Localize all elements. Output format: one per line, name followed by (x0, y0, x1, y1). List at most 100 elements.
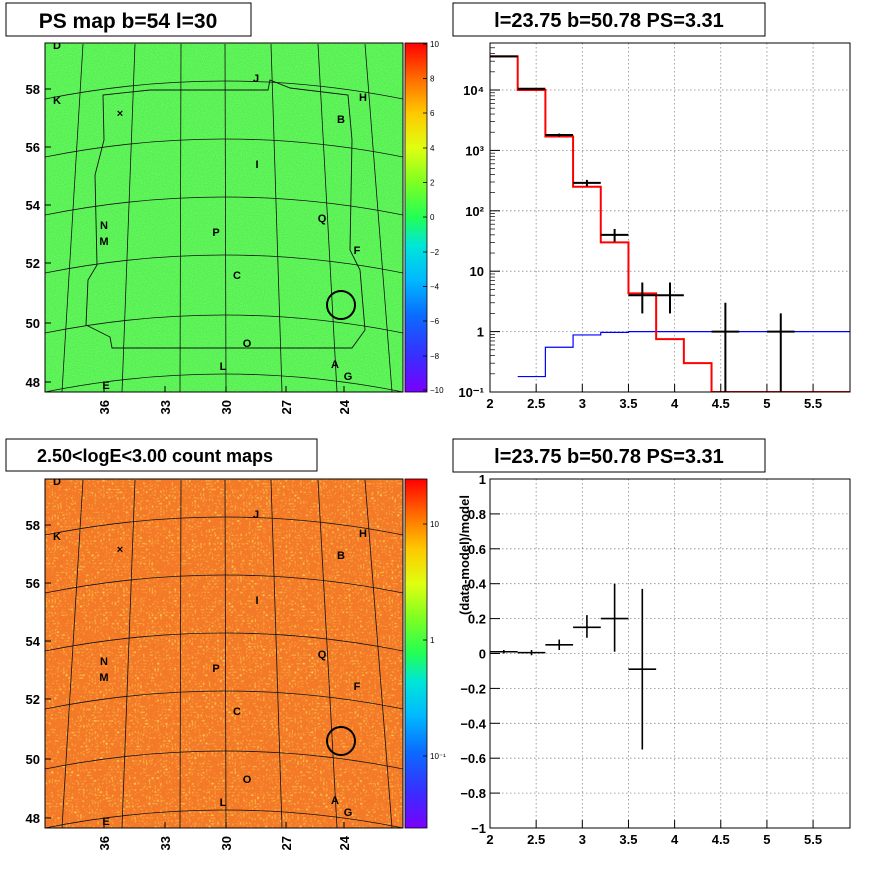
residual-y-tick-label: −0.8 (460, 786, 486, 801)
ps-map-overlay: D J K H B I Q NM P F C O L AG E × (45, 43, 403, 392)
ps-map-y-tick-label: 52 (26, 256, 40, 271)
spectrum-title-box (452, 2, 766, 37)
ps-map-x-tick-label: 33 (158, 400, 173, 414)
ps-map-colorbar-tick-label: −2 (430, 248, 440, 257)
count-map-marker-label: K (53, 531, 61, 543)
spectrum-title: l=23.75 b=50.78 PS=3.31 (494, 10, 724, 32)
count-map-x-tick-label: 30 (219, 836, 234, 850)
ps-map-colorbar-tick-label: −10 (430, 386, 444, 395)
ps-map-x-tick-label: 36 (97, 400, 112, 414)
count-map-marker-label: C (233, 706, 241, 718)
spectrum-data-point (628, 282, 657, 314)
ps-map-marker-label: K (53, 95, 61, 107)
spectrum-data-points (490, 55, 795, 392)
ps-map-x-ticks: 36 33 30 27 24 (97, 386, 352, 414)
spectrum-x-tick-label: 3 (579, 396, 586, 411)
residual-x-ticks: 2 2.5 3 3.5 4 4.5 5 5.5 (486, 820, 822, 847)
ps-map-x-tick-label: 24 (337, 399, 352, 414)
ps-colorbar-ticks: 10 8 6 4 2 0 −2 −4 −6 −8 −10 (423, 40, 444, 395)
spectrum-model-line (490, 55, 850, 392)
count-map-y-ticks: 48 50 52 54 56 58 (26, 518, 51, 826)
count-map-marker-label: L (220, 797, 227, 809)
ps-map-y-tick-label: 54 (26, 198, 41, 213)
ps-map-y-tick-label: 50 (26, 316, 40, 331)
count-map-marker-label: M (99, 672, 108, 684)
count-map-meridian-line (364, 479, 393, 828)
residual-data-points (490, 583, 657, 750)
count-map-meridian-line (270, 479, 283, 828)
residual-x-tick-label: 4 (671, 832, 679, 847)
count-map-frame (44, 478, 404, 829)
spectrum-data-point (766, 313, 795, 392)
spectrum-x-tick-label: 2.5 (527, 396, 545, 411)
ps-map-marker-label: F (354, 245, 361, 257)
count-map-parallel-line (45, 809, 403, 828)
spectrum-y-tick-label: 10³ (465, 143, 484, 158)
count-colorbar-ticks: 10 1 10⁻¹ (423, 520, 446, 761)
spectrum-x-tick-label: 5 (763, 396, 770, 411)
ps-map-marker-label: H (359, 92, 367, 104)
spectrum-x-tick-label: 4 (671, 396, 679, 411)
count-map-marker-label: Q (318, 649, 327, 661)
residual-data-point (628, 588, 657, 750)
residual-y-axis-label: (data-model)/model (457, 495, 472, 615)
spectrum-data-point (545, 133, 574, 137)
spectrum-x-ticks: 2 2.5 3 3.5 4 4.5 5 5.5 (486, 384, 822, 411)
count-map-y-tick-label: 56 (26, 576, 40, 591)
residual-x-tick-label: 3.5 (619, 832, 637, 847)
ps-map-colorbar-tick-label: −6 (430, 317, 440, 326)
ps-map-parallel-line (45, 254, 403, 274)
residual-y-tick-label: −0.4 (460, 716, 486, 731)
count-colorbar (404, 478, 428, 829)
ps-map-marker-label: P (212, 227, 219, 239)
count-map-meridian-line (317, 479, 338, 828)
ps-map-cross-mark: × (117, 108, 123, 120)
spectrum-y-tick-label: 10 (470, 264, 484, 279)
ps-map-marker-label: L (220, 361, 227, 373)
count-map-meridian-line (121, 479, 136, 828)
count-map-y-tick-label: 58 (26, 518, 40, 533)
count-map-x-tick-label: 36 (97, 836, 112, 850)
count-map-cross-mark: × (117, 544, 123, 556)
residual-data-point (490, 650, 518, 654)
ps-map-meridian-line (270, 43, 283, 392)
count-map-marker-label: H (359, 528, 367, 540)
residual-y-tick-label: 0 (479, 647, 486, 662)
residual-y-tick-label: 0.2 (468, 612, 486, 627)
residual-grid (489, 478, 850, 829)
residual-y-ticks: −1 −0.8 −0.6 −0.4 −0.2 0 0.2 0.4 0.6 0.8 1 (460, 472, 500, 836)
count-map-parallel-line (45, 690, 403, 710)
spectrum-y-tick-label: 10⁴ (463, 83, 484, 98)
ps-map-x-tick-label: 30 (219, 400, 234, 414)
count-map-source-circle (326, 726, 356, 756)
ps-map-meridian-line (224, 43, 227, 392)
ps-map-frame (44, 42, 404, 393)
residual-title-box (452, 438, 766, 473)
residual-y-tick-label: 0.8 (468, 507, 486, 522)
count-map-parallel-line (45, 574, 403, 594)
ps-map-marker-label: C (233, 270, 241, 282)
ps-map-meridian-line (121, 43, 136, 392)
count-map-title-box (5, 438, 318, 472)
count-map-parallel-line (45, 516, 403, 536)
ps-map-parallel-line (45, 80, 403, 100)
residual-x-tick-label: 2 (486, 832, 493, 847)
count-map-x-ticks: 36 33 30 27 24 (97, 822, 352, 850)
ps-map-parallel-line (45, 138, 403, 158)
count-map-y-tick-label: 48 (26, 811, 40, 826)
count-map-x-tick-label: 24 (337, 835, 352, 850)
spectrum-y-tick-label: 10² (465, 204, 484, 219)
spectrum-data-point (573, 179, 601, 187)
ps-map-marker-label: Q (318, 213, 327, 225)
residual-title: l=23.75 b=50.78 PS=3.31 (494, 446, 724, 468)
residual-y-tick-label: −0.2 (460, 681, 486, 696)
spectrum-data-point (600, 228, 629, 242)
spectrum-x-tick-label: 5.5 (804, 396, 822, 411)
residual-y-tick-label: 1 (479, 472, 486, 487)
count-map-y-tick-label: 50 (26, 752, 40, 767)
ps-map-marker-label: E (102, 380, 109, 392)
ps-map-colorbar-tick-label: 10 (430, 40, 439, 49)
ps-map-marker-label: I (255, 159, 258, 171)
